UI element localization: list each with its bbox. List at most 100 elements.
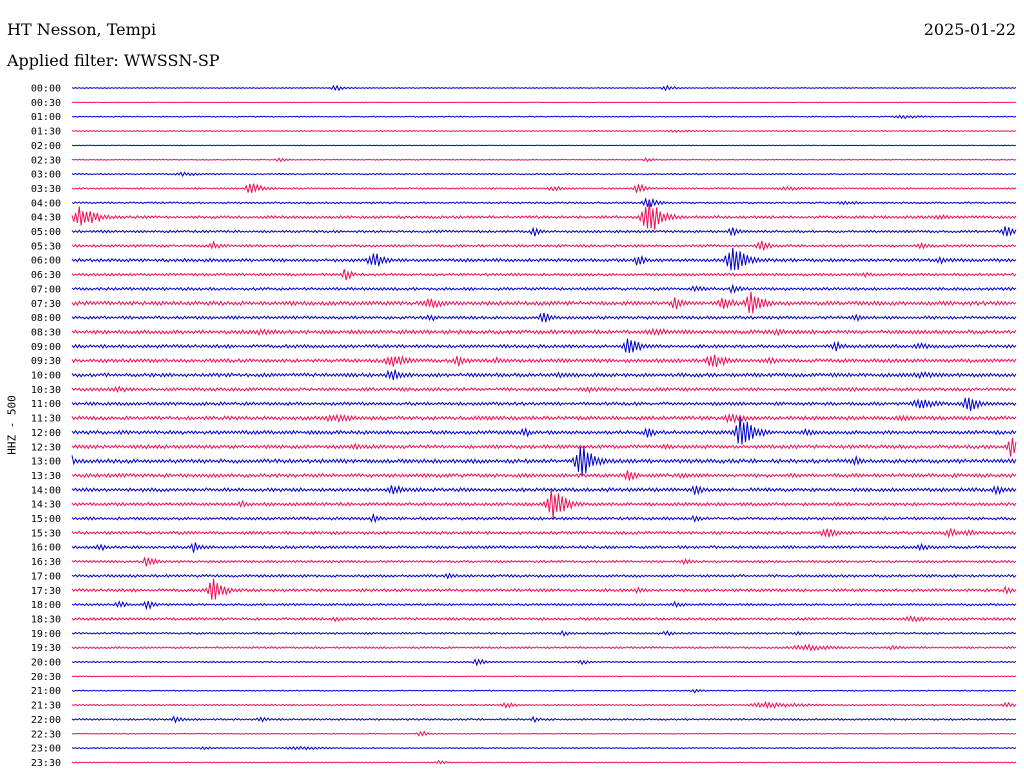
trace-0300 [71,171,1017,178]
trace-1730 [71,578,1017,600]
trace-1000 [71,369,1017,381]
time-label-2130: 21:30 [31,701,61,712]
trace-1230 [71,437,1017,457]
trace-1530 [71,528,1017,539]
time-label-0030: 00:30 [31,98,61,109]
time-label-0230: 02:30 [31,155,61,166]
trace-1800 [71,600,1017,611]
trace-0500 [71,226,1017,237]
time-label-1900: 19:00 [31,629,61,640]
time-label-2300: 23:00 [31,744,61,755]
time-label-0500: 05:00 [31,227,61,238]
time-label-1430: 14:30 [31,500,61,511]
time-label-2200: 22:00 [31,715,61,726]
trace-0600 [71,247,1017,271]
trace-0530 [71,240,1017,251]
time-label-0330: 03:30 [31,184,61,195]
time-label-2100: 21:00 [31,686,61,697]
trace-2000 [71,658,1017,667]
time-label-1530: 15:30 [31,528,61,539]
time-label-1130: 11:30 [31,414,61,425]
time-label-1400: 14:00 [31,485,61,496]
trace-0000 [71,84,1017,92]
time-label-0430: 04:30 [31,213,61,224]
time-label-0730: 07:30 [31,299,61,310]
time-label-0000: 00:00 [31,84,61,95]
filter-label: Applied filter: WWSSN-SP [7,51,220,70]
trace-0230 [71,157,1017,163]
trace-2300 [71,745,1017,751]
time-label-1930: 19:30 [31,643,61,654]
trace-0630 [71,269,1017,281]
trace-1030 [71,385,1017,394]
trace-1300 [71,446,1017,476]
trace-1630 [71,556,1017,567]
time-label-2000: 20:00 [31,658,61,669]
time-label-0700: 07:00 [31,284,61,295]
trace-2100 [71,688,1017,694]
trace-1430 [71,489,1017,519]
record-date: 2025-01-22 [923,20,1016,39]
time-label-0300: 03:00 [31,170,61,181]
time-label-2330: 23:30 [31,758,61,769]
time-label-0600: 06:00 [31,256,61,267]
trace-1400 [71,484,1017,496]
trace-1330 [71,470,1017,482]
trace-0330 [71,183,1017,193]
time-label-1230: 12:30 [31,442,61,453]
time-label-0400: 04:00 [31,198,61,209]
trace-0930 [71,354,1017,367]
trace-2200 [71,715,1017,724]
trace-2330 [71,759,1017,765]
time-labels: 00:00 00:30 01:00 01:30 02:00 02:30 03:00 03:30… [31,84,61,769]
trace-0130 [71,129,1017,133]
trace-1100 [71,397,1017,411]
trace-0430 [71,200,1017,230]
time-label-1630: 16:30 [31,557,61,568]
trace-1830 [71,614,1017,623]
time-label-1100: 11:00 [31,399,61,410]
trace-1500 [71,512,1017,524]
time-label-0630: 06:30 [31,270,61,281]
trace-0800 [71,312,1017,323]
time-label-0830: 08:30 [31,327,61,338]
trace-0400 [71,196,1017,208]
trace-0700 [71,283,1017,295]
trace-1130 [71,412,1017,424]
time-label-1030: 10:30 [31,385,61,396]
trace-0200 [71,144,1017,147]
time-label-1800: 18:00 [31,600,61,611]
time-label-2230: 22:30 [31,729,61,740]
trace-0030 [71,101,1017,104]
trace-1930 [71,643,1017,652]
trace-2230 [71,730,1017,737]
time-label-0930: 09:30 [31,356,61,367]
time-label-1000: 10:00 [31,371,61,382]
trace-1700 [71,572,1017,580]
trace-0900 [71,338,1017,353]
time-label-0100: 01:00 [31,112,61,123]
time-label-1300: 13:00 [31,457,61,468]
time-label-0530: 05:30 [31,241,61,252]
time-label-1730: 17:30 [31,586,61,597]
trace-1200 [71,417,1017,445]
trace-0730 [71,291,1017,314]
seismic-traces [71,84,1017,765]
time-label-0800: 08:00 [31,313,61,324]
time-label-1500: 15:00 [31,514,61,525]
time-label-0900: 09:00 [31,342,61,353]
time-label-1700: 17:00 [31,571,61,582]
time-label-1830: 18:30 [31,614,61,625]
time-label-1330: 13:30 [31,471,61,482]
trace-2130 [71,700,1017,710]
trace-1600 [71,542,1017,553]
trace-2030 [71,675,1017,678]
time-label-0130: 01:30 [31,127,61,138]
trace-0100 [71,114,1017,120]
trace-0830 [71,327,1017,337]
time-label-0200: 02:00 [31,141,61,152]
time-label-1600: 16:00 [31,543,61,554]
time-label-2030: 20:30 [31,672,61,683]
station-title: HT Nesson, Tempi [7,20,157,39]
